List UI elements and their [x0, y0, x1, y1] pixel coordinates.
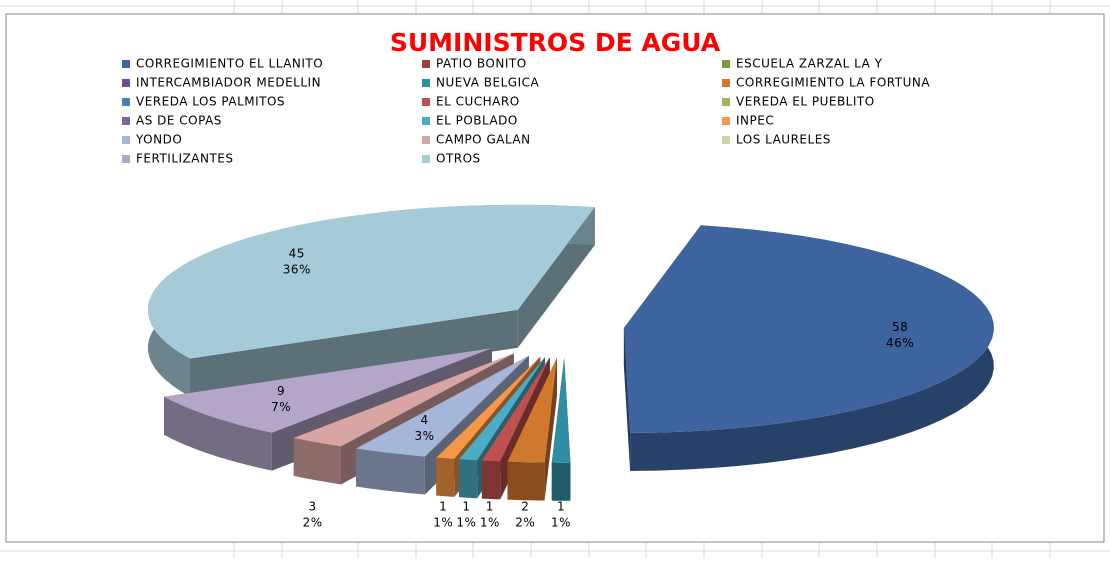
legend-label: EL POBLADO	[436, 114, 518, 128]
slice-side	[459, 357, 545, 498]
legend-label: NUEVA BELGICA	[436, 76, 540, 90]
data-label-percent: 2%	[303, 516, 323, 530]
slice-side	[459, 459, 478, 499]
slice-side	[481, 460, 501, 500]
legend-swatch	[122, 117, 130, 125]
slice	[551, 357, 571, 463]
slice-side	[356, 448, 425, 495]
chart-title: SUMINISTROS DE AGUA	[390, 28, 721, 57]
slice	[293, 353, 514, 447]
data-label-percent: 3%	[415, 429, 435, 443]
data-label: 1	[557, 500, 565, 514]
slice	[459, 357, 545, 461]
data-label: 1	[486, 500, 494, 514]
data-label-percent: 36%	[283, 263, 311, 277]
data-label-percent: 7%	[271, 400, 291, 414]
legend-label: VEREDA LOS PALMITOS	[136, 95, 285, 109]
slice	[164, 348, 492, 433]
legend-swatch	[722, 117, 730, 125]
slice	[507, 357, 557, 463]
slice-side	[436, 457, 455, 497]
legend-label: INTERCAMBIADOR MEDELLIN	[136, 76, 321, 90]
legend-label: FERTILIZANTES	[136, 152, 233, 166]
legend-label: YONDO	[135, 133, 182, 147]
legend-swatch	[422, 136, 430, 144]
legend-swatch	[422, 79, 430, 87]
legend-label: VEREDA EL PUEBLITO	[736, 95, 875, 109]
legend-swatch	[122, 79, 130, 87]
legend-swatch	[122, 60, 130, 68]
slice-side	[164, 396, 272, 471]
legend-label: EL CUCHARO	[436, 95, 520, 109]
legend-label: CORREGIMIENTO LA FORTUNA	[736, 76, 930, 90]
data-label: 9	[277, 384, 285, 398]
data-label-percent: 1%	[456, 516, 476, 530]
slice-side	[623, 328, 631, 471]
legend-swatch	[122, 98, 130, 106]
legend-swatch	[722, 98, 730, 106]
data-label: 4	[420, 413, 428, 427]
data-label: 1	[439, 500, 447, 514]
data-label-percent: 1%	[480, 516, 500, 530]
legend-swatch	[722, 60, 730, 68]
slice	[623, 225, 994, 433]
data-label: 1	[462, 500, 470, 514]
legend-swatch	[722, 136, 730, 144]
legend-label: OTROS	[436, 152, 481, 166]
legend-label: ESCUELA ZARZAL LA Y	[736, 57, 883, 71]
legend-label: CAMPO GALAN	[436, 133, 531, 147]
slice-side	[190, 309, 518, 397]
slice-side	[293, 437, 341, 485]
data-label: 45	[289, 247, 305, 261]
slice-side	[507, 461, 545, 501]
data-label: 3	[309, 500, 317, 514]
slice	[436, 356, 541, 459]
slice-side	[293, 353, 514, 476]
legend-swatch	[722, 79, 730, 87]
legend-swatch	[422, 60, 430, 68]
slice-side	[551, 462, 571, 501]
slice	[481, 357, 550, 462]
legend-label: PATIO BONITO	[436, 57, 527, 71]
legend-label: INPEC	[736, 114, 774, 128]
data-label-percent: 46%	[886, 336, 914, 350]
slice	[148, 204, 595, 359]
data-label-percent: 1%	[551, 516, 571, 530]
data-label: 2	[521, 500, 529, 514]
data-label-percent: 2%	[515, 516, 535, 530]
legend-label: AS DE COPAS	[136, 114, 222, 128]
legend-label: LOS LAURELES	[736, 133, 831, 147]
data-label-percent: 1%	[433, 516, 453, 530]
data-label: 58	[892, 320, 908, 334]
legend-swatch	[422, 98, 430, 106]
legend-label: CORREGIMIENTO EL LLANITO	[136, 57, 323, 71]
pie	[148, 204, 994, 501]
slice	[356, 355, 529, 457]
legend-swatch	[122, 136, 130, 144]
legend-swatch	[422, 155, 430, 163]
legend-swatch	[122, 155, 130, 163]
legend-swatch	[422, 117, 430, 125]
